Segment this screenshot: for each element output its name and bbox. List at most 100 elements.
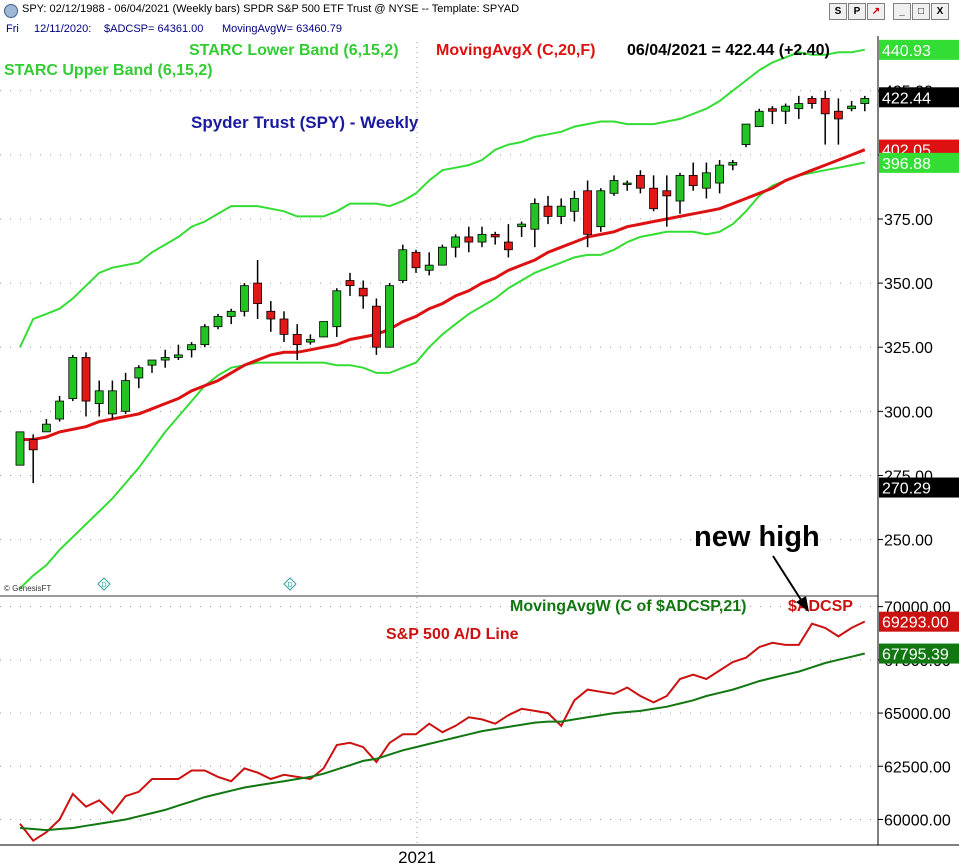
candle-body <box>15 431 25 466</box>
annotation-new-high: new high <box>694 521 820 553</box>
candle-body <box>754 110 764 128</box>
maximize-button[interactable]: □ <box>912 3 930 20</box>
candle-body <box>543 205 553 217</box>
candle-body <box>530 203 540 230</box>
candle-body <box>741 123 751 145</box>
tick-label: 325.00 <box>884 340 933 357</box>
candle-body <box>503 241 513 251</box>
candle-body <box>517 223 526 228</box>
price-tag-label: 69293.00 <box>882 615 949 632</box>
price-tag <box>879 477 959 498</box>
candle-body <box>398 249 408 281</box>
candle-body <box>794 103 804 110</box>
chart-title: Spyder Trust (SPY) - Weekly <box>191 113 419 132</box>
close-button[interactable]: X <box>931 3 949 20</box>
candle-body <box>42 423 51 433</box>
window-title: SPY: 02/12/1988 - 06/04/2021 (Weekly bar… <box>22 3 520 15</box>
candle-body <box>253 282 263 305</box>
candle-body <box>345 280 355 287</box>
price-tag-label: 440.93 <box>882 43 931 60</box>
candle-body <box>807 98 817 104</box>
candle-body <box>108 390 117 415</box>
candle-body <box>834 110 843 120</box>
candle-body <box>464 236 474 243</box>
candle-body <box>636 174 645 189</box>
tick-label: 65000.00 <box>884 706 951 723</box>
candle-body <box>820 98 830 115</box>
x-axis-label: 2021 <box>398 848 436 867</box>
candle-body <box>609 180 619 194</box>
candle-body <box>411 251 421 269</box>
candle-body <box>847 105 856 110</box>
candle-body <box>319 321 329 338</box>
candle-body <box>266 310 276 320</box>
candle-body <box>583 190 592 235</box>
series-line <box>19 48 865 348</box>
candle-body <box>385 285 395 348</box>
watermark: © GenesisFT <box>4 584 51 593</box>
readout-moving-avg: MovingAvgW= 63460.79 <box>222 23 342 35</box>
candle-body <box>226 310 236 317</box>
upper-pane-lines <box>19 48 866 590</box>
series-line <box>19 620 866 843</box>
tick-label: 62500.00 <box>884 759 951 776</box>
candle-body <box>437 246 447 266</box>
lower-pane-lines <box>19 620 866 843</box>
candle-body <box>147 359 157 366</box>
series-line <box>19 652 866 832</box>
legend-moving-avg: MovingAvgX (C,20,F) <box>436 42 595 59</box>
price-tag-label: 422.44 <box>882 90 931 107</box>
legend-ad-symbol: $ADCSP <box>788 598 853 615</box>
dividend-marker-icon: D <box>97 577 111 591</box>
candle-body <box>358 287 368 297</box>
candle-body <box>622 182 632 185</box>
legend-ad-moving-avg: MovingAvgW (C of $ADCSP,21) <box>510 598 746 615</box>
candle-body <box>688 174 698 187</box>
readout-adcsp: $ADCSP= 64361.00 <box>104 23 204 35</box>
annotation-arrowhead <box>796 596 809 612</box>
price-tag <box>879 611 959 632</box>
candle-body <box>860 98 870 104</box>
candle-body <box>596 190 606 228</box>
candle-body <box>424 264 434 271</box>
candle-body <box>200 326 210 346</box>
candle-body <box>675 174 685 202</box>
chart-area[interactable]: 250.00275.00300.00325.00350.00375.00400.… <box>0 36 959 868</box>
tick-label: 250.00 <box>884 533 933 550</box>
candle-body <box>702 172 711 189</box>
candle-body <box>173 354 183 358</box>
legend-last-value: 06/04/2021 = 422.44 (+2.40) <box>627 42 830 59</box>
s-button[interactable]: S <box>829 3 847 20</box>
candlestick-series <box>15 90 870 484</box>
candle-body <box>781 105 790 112</box>
tick-label: 375.00 <box>884 212 933 229</box>
tick-label: 350.00 <box>884 276 933 293</box>
minimize-button[interactable]: _ <box>893 3 911 20</box>
candle-body <box>68 357 78 399</box>
candle-body <box>649 187 658 210</box>
candle-body <box>570 198 579 212</box>
price-tag-label: 270.29 <box>882 481 931 498</box>
candle-body <box>239 285 249 312</box>
candle-body <box>662 190 672 197</box>
candle-body <box>81 357 91 402</box>
legend-starc-lower: STARC Lower Band (6,15,2) <box>189 42 399 59</box>
p-button[interactable]: P <box>848 3 866 20</box>
price-tag <box>879 152 959 173</box>
candle-body <box>160 357 170 361</box>
candle-body <box>477 233 487 243</box>
candle-body <box>213 316 223 328</box>
candle-body <box>371 305 381 348</box>
candle-body <box>715 164 724 184</box>
candle-body <box>490 233 500 238</box>
candle-body <box>332 290 342 328</box>
candle-body <box>279 318 289 335</box>
link-button[interactable]: ↗ <box>867 3 885 20</box>
ad-line-title: S&P 500 A/D Line <box>386 626 519 643</box>
candle-body <box>55 400 64 420</box>
candle-body <box>728 162 738 166</box>
candle-body <box>134 367 144 379</box>
price-tag-label: 67795.39 <box>882 647 949 664</box>
candle-body <box>94 390 104 405</box>
candle-body <box>187 344 197 351</box>
